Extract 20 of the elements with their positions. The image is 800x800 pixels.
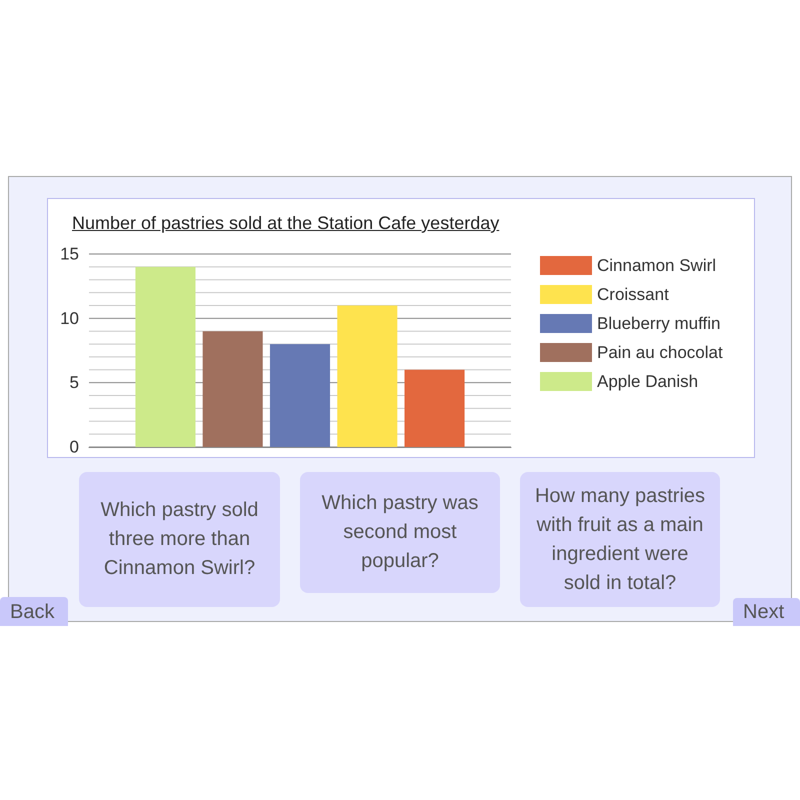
legend-label: Cinnamon Swirl [597,256,716,275]
chart-title: Number of pastries sold at the Station Cafe yesterday [72,213,500,234]
bar [337,305,398,447]
text: Next [743,600,784,625]
bar [202,331,263,447]
y-tick-label: 15 [60,244,79,264]
text: Which pastry sold three more than Cinnamon Swirl? [100,498,260,581]
legend-label: Croissant [597,285,670,304]
text: Which pastry was second most popular? [320,491,480,574]
y-tick-label: 10 [60,308,79,328]
bar [135,266,196,447]
text: Back [10,600,54,624]
text: How many pastries with fruit as a main ingredient were sold in total? [534,484,706,596]
bar [404,370,465,447]
y-tick-label: 0 [70,438,79,456]
y-tick-label: 5 [70,373,79,392]
legend-label: Blueberry muffin [597,314,720,333]
legend-label: Apple Danish [597,372,698,391]
bar [270,344,330,447]
legend-label: Pain au chocolat [597,343,723,362]
